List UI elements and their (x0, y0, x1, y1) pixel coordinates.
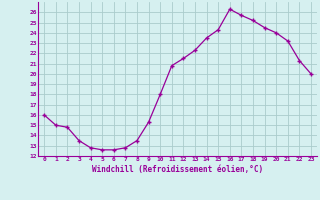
X-axis label: Windchill (Refroidissement éolien,°C): Windchill (Refroidissement éolien,°C) (92, 165, 263, 174)
